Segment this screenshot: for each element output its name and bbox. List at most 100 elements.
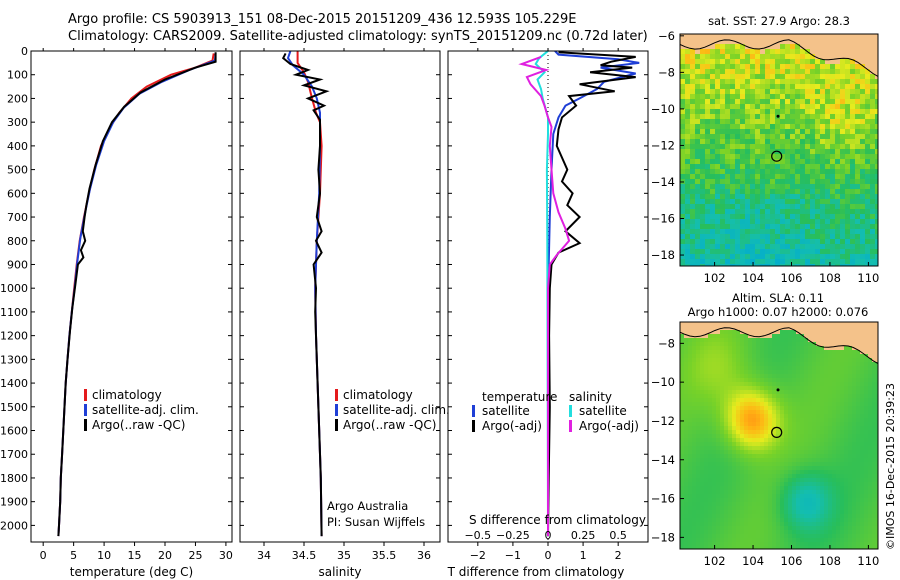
x-tick-label: 110 — [857, 271, 879, 285]
coastline — [680, 39, 878, 77]
map-frame — [679, 321, 879, 550]
differences-panel: −2 −1 0 1 2 T difference from climatology temp… — [447, 48, 649, 579]
secondary-tick-label: 0.25 — [571, 529, 596, 542]
y-tick-label: 1600 — [0, 425, 28, 438]
series-line-climatology — [296, 51, 323, 537]
y-tick-label: 2000 — [0, 519, 28, 532]
x-tick-label: 35.5 — [372, 549, 397, 562]
legend-label: satellite-adj. clim. — [92, 403, 199, 417]
legend-label: Argo(..raw -QC) — [92, 418, 185, 432]
x-tick-label: 2 — [615, 549, 622, 562]
map-title: sat. SST: 27.9 Argo: 28.3 — [708, 14, 850, 28]
y-tick-label: −12 — [651, 138, 675, 152]
x-tick-label: 35 — [337, 549, 351, 562]
legend-label: Argo(-adj) — [579, 419, 639, 433]
profile-location-marker — [771, 426, 783, 438]
series-line-argo-raw-qc- — [57, 52, 217, 537]
x-tick-label: 25 — [188, 549, 202, 562]
series-line-satellite-adj-clim- — [57, 53, 217, 537]
x-tick-label: 15 — [128, 549, 142, 562]
y-tick-label: 1200 — [0, 330, 28, 343]
y-tick-label: 1100 — [0, 306, 28, 319]
x-tick-label: 36 — [417, 549, 431, 562]
legend-title: temperature — [482, 390, 557, 404]
map-field — [680, 322, 878, 549]
x-tick-label: 5 — [70, 549, 77, 562]
y-tick-label: −8 — [658, 65, 675, 79]
differences-series-group — [518, 51, 640, 542]
y-tick-label: 500 — [7, 164, 28, 177]
x-tick-label: 0 — [545, 549, 552, 562]
secondary-tick-label: 0.5 — [609, 529, 627, 542]
legend-swatch — [335, 419, 338, 431]
y-tick-label: 1700 — [0, 448, 28, 461]
y-tick-label: 1500 — [0, 401, 28, 414]
legend-swatch — [569, 405, 572, 417]
y-tick-label: 1900 — [0, 496, 28, 509]
x-tick-label: 102 — [704, 554, 726, 568]
previous-location-marker — [776, 388, 780, 392]
legend-swatch — [472, 420, 475, 432]
y-tick-label: 400 — [7, 140, 28, 153]
x-tick-label: 104 — [742, 271, 764, 285]
legend-title: salinity — [569, 390, 612, 404]
x-tick-label: 106 — [781, 554, 803, 568]
x-tick-label: 110 — [857, 554, 879, 568]
y-tick-label: 1800 — [0, 472, 28, 485]
y-tick-label: 200 — [7, 92, 28, 105]
legend-label: satellite-adj. clim. — [343, 403, 450, 417]
salinity-series-group — [281, 51, 330, 537]
legend-label: satellite — [579, 404, 627, 418]
y-tick-label: −10 — [651, 102, 675, 116]
coastline — [680, 327, 878, 365]
y-tick-label: −12 — [651, 414, 675, 428]
legend-swatch — [569, 420, 572, 432]
x-tick-label: 20 — [158, 549, 172, 562]
x-tick-label: −2 — [470, 549, 486, 562]
x-tick-label: 106 — [781, 271, 803, 285]
series-line-argo-raw-qc- — [281, 52, 330, 537]
x-axis-label: salinity — [318, 565, 361, 579]
legend-label: climatology — [343, 388, 413, 402]
map-title: Altim. SLA: 0.11 — [732, 291, 824, 305]
series-line-climatology — [57, 53, 215, 537]
y-tick-label: 300 — [7, 116, 28, 129]
series-line-temperature-argo-adj- — [547, 51, 636, 537]
legend-label: satellite — [482, 404, 530, 418]
secondary-tick-label: −0.5 — [464, 529, 491, 542]
y-tick-label: 100 — [7, 69, 28, 82]
climatology-title: Climatology: CARS2009. Satellite-adjuste… — [68, 29, 648, 44]
legend-label: Argo(-adj) — [482, 419, 542, 433]
annotation: PI: Susan Wijffels — [327, 515, 425, 529]
series-line-temperature-satellite — [547, 51, 640, 537]
sla_map: 102 104 106 108 110 −8 −10 −12 −14 −16 −18 Altim. S… — [651, 291, 880, 568]
plot-frame — [30, 50, 233, 543]
legend-swatch — [84, 419, 87, 431]
x-tick-label: 0 — [40, 549, 47, 562]
y-tick-label: 0 — [21, 45, 28, 58]
y-tick-label: −16 — [651, 492, 675, 506]
x-tick-label: 1 — [580, 549, 587, 562]
x-tick-label: 10 — [97, 549, 111, 562]
y-tick-label: 1000 — [0, 282, 28, 295]
map-field — [680, 34, 878, 266]
annotation: Argo Australia — [327, 499, 408, 513]
y-tick-label: 1400 — [0, 377, 28, 390]
y-tick-label: −6 — [658, 29, 675, 43]
y-tick-label: −14 — [651, 175, 675, 189]
temperature-panel: 0100200300400500600700800900100011001200… — [0, 45, 233, 579]
legend-swatch — [84, 404, 87, 416]
plot-frame — [239, 50, 441, 543]
x-axis-label: T difference from climatology — [447, 565, 625, 579]
y-tick-label: −8 — [658, 336, 675, 350]
legend-swatch — [335, 389, 338, 401]
salinity-panel: 34 34.5 35 35.5 36 salinity climatologysatelli… — [239, 48, 450, 579]
sst_map: 102 104 106 108 110 −6 −8 −10 −12 −14 −16 −18 sat. S… — [651, 14, 880, 285]
x-tick-label: 104 — [742, 554, 764, 568]
profile-location-marker — [771, 150, 783, 162]
secondary-tick-label: 0 — [545, 529, 552, 542]
secondary-tick-label: −0.25 — [496, 529, 530, 542]
series-line-salinity-argo-adj- — [518, 55, 571, 537]
y-tick-label: −18 — [651, 248, 675, 262]
